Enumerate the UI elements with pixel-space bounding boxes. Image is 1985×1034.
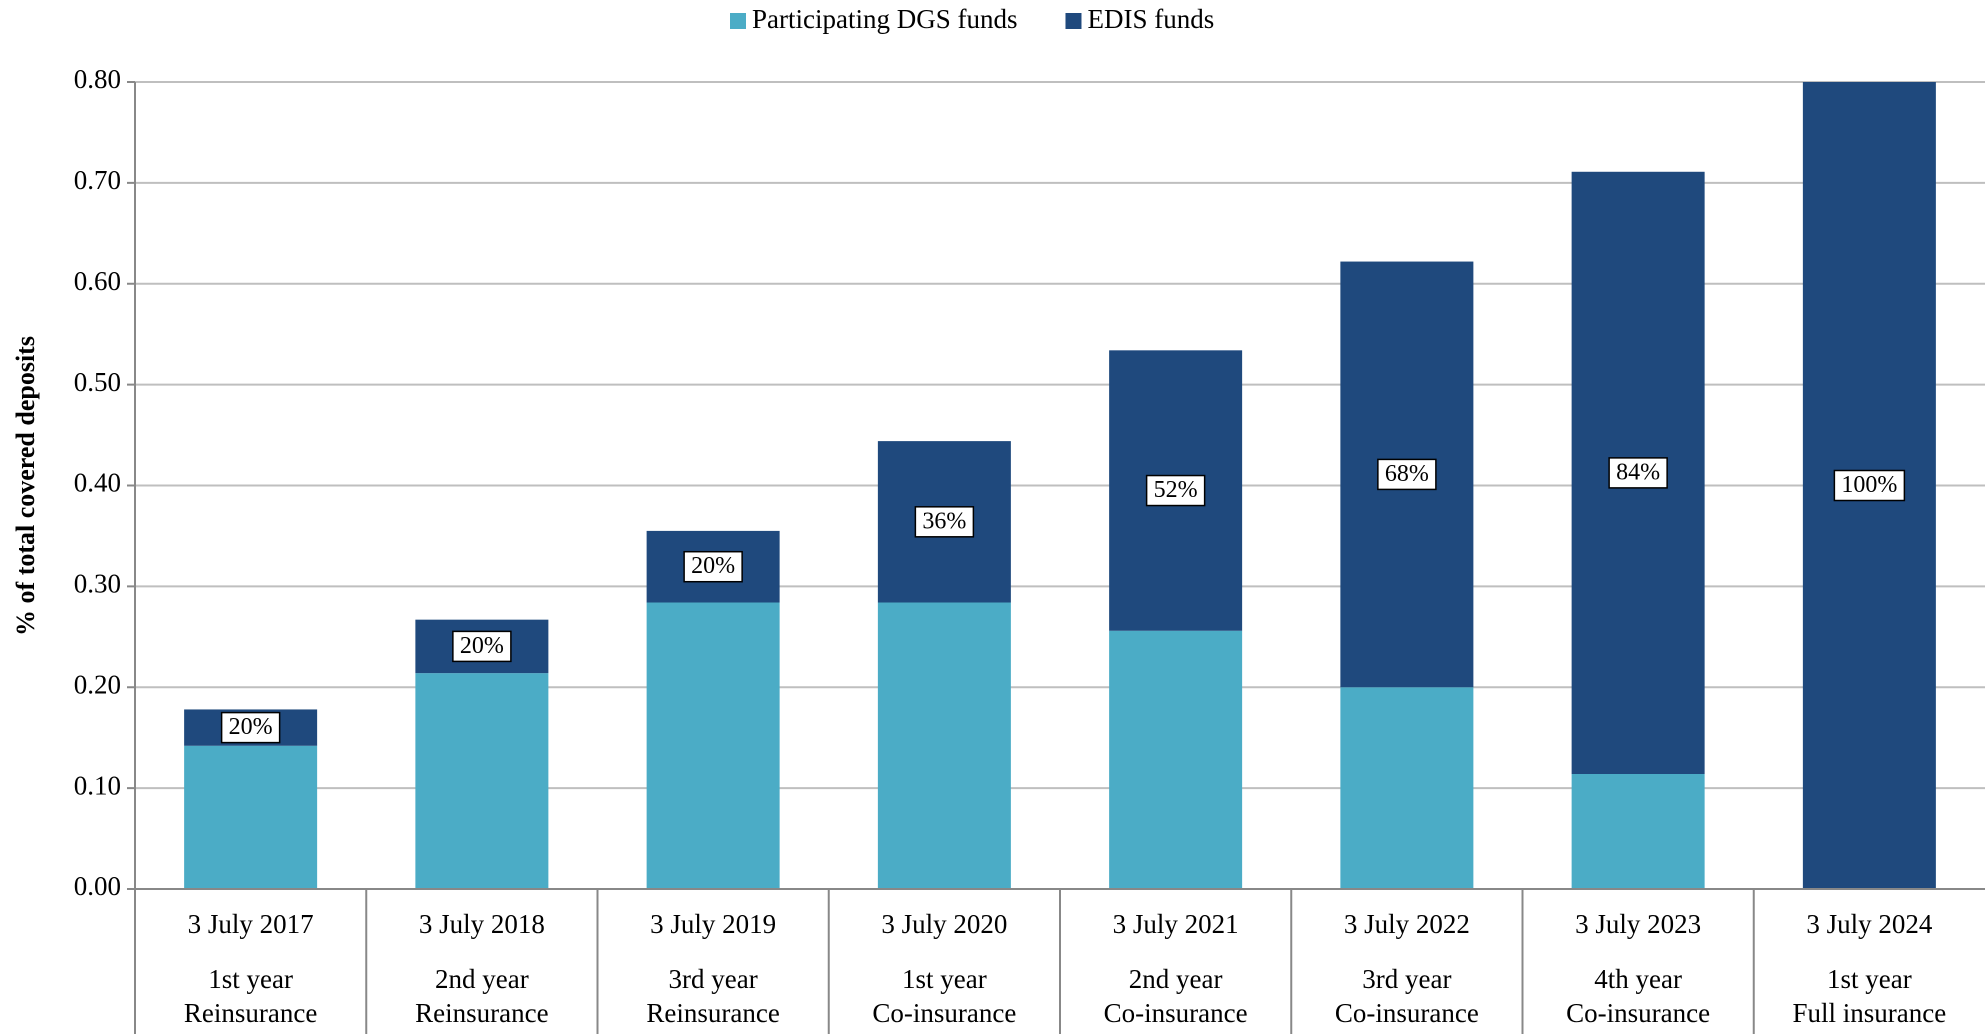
phase-type-label: Reinsurance	[415, 998, 548, 1028]
y-tick-label: 0.00	[74, 871, 121, 901]
y-tick-label: 0.50	[74, 367, 121, 397]
bar-segment	[1571, 774, 1705, 889]
y-tick-label: 0.70	[74, 165, 121, 195]
bar-segment	[184, 745, 318, 889]
share-label: 20%	[691, 553, 735, 579]
share-label-box	[452, 630, 512, 663]
phase-type-label: Co-insurance	[872, 998, 1016, 1028]
share-label: 68%	[1385, 461, 1429, 487]
x-tick-label: 3 July 2024	[1806, 909, 1933, 939]
y-tick-label: 0.20	[74, 669, 121, 699]
phase-year-label: 3rd year	[1362, 964, 1451, 994]
phase-type-label: Co-insurance	[1335, 998, 1479, 1028]
phase-year-label: 2nd year	[435, 964, 529, 994]
phase-year-label: 1st year	[208, 964, 293, 994]
y-tick-label: 0.30	[74, 569, 121, 599]
x-tick-label: 3 July 2018	[419, 909, 545, 939]
share-label-box	[1377, 458, 1437, 491]
legend-swatch	[1065, 13, 1082, 29]
phase-year-label: 1st year	[902, 964, 987, 994]
phase-year-label: 1st year	[1827, 964, 1912, 994]
x-tick-label: 3 July 2023	[1575, 909, 1701, 939]
phase-type-label: Co-insurance	[1104, 998, 1248, 1028]
bar-segment	[415, 673, 549, 889]
share-label-box	[220, 711, 281, 744]
y-tick-label: 0.60	[74, 266, 121, 296]
legend-label: Participating DGS funds	[752, 4, 1017, 34]
legend-swatch	[730, 13, 746, 29]
bar-segment	[1109, 630, 1243, 889]
share-label-box	[1608, 457, 1668, 489]
share-label-box	[1833, 469, 1906, 502]
y-tick-label: 0.10	[74, 770, 121, 800]
share-label: 36%	[922, 508, 966, 534]
y-tick-label: 0.80	[74, 64, 121, 94]
legend-label: EDIS funds	[1087, 4, 1214, 34]
phase-type-label: Reinsurance	[646, 998, 779, 1028]
share-label: 84%	[1616, 459, 1660, 485]
share-label: 20%	[460, 633, 504, 659]
bar-segment	[646, 602, 780, 889]
x-tick-label: 3 July 2021	[1113, 909, 1239, 939]
x-tick-label: 3 July 2022	[1344, 909, 1470, 939]
phase-year-label: 3rd year	[669, 964, 758, 994]
phase-type-label: Reinsurance	[184, 998, 317, 1028]
share-label-box	[914, 506, 975, 538]
bar-segment	[1340, 687, 1474, 889]
share-label: 20%	[229, 714, 273, 740]
phase-type-label: Full insurance	[1793, 998, 1947, 1028]
share-label-box	[1145, 474, 1206, 507]
x-tick-label: 3 July 2017	[188, 909, 314, 939]
y-axis-label: % of total covered deposits	[11, 336, 40, 636]
x-tick-label: 3 July 2019	[650, 909, 776, 939]
phase-year-label: 4th year	[1594, 964, 1682, 994]
share-label: 52%	[1154, 477, 1198, 503]
x-tick-label: 3 July 2020	[881, 909, 1007, 939]
phase-year-label: 2nd year	[1129, 964, 1223, 994]
bar-segment	[877, 602, 1011, 889]
phase-type-label: Co-insurance	[1566, 998, 1710, 1028]
y-tick-label: 0.40	[74, 468, 121, 498]
share-label: 100%	[1841, 472, 1897, 498]
share-label-box	[683, 550, 743, 583]
